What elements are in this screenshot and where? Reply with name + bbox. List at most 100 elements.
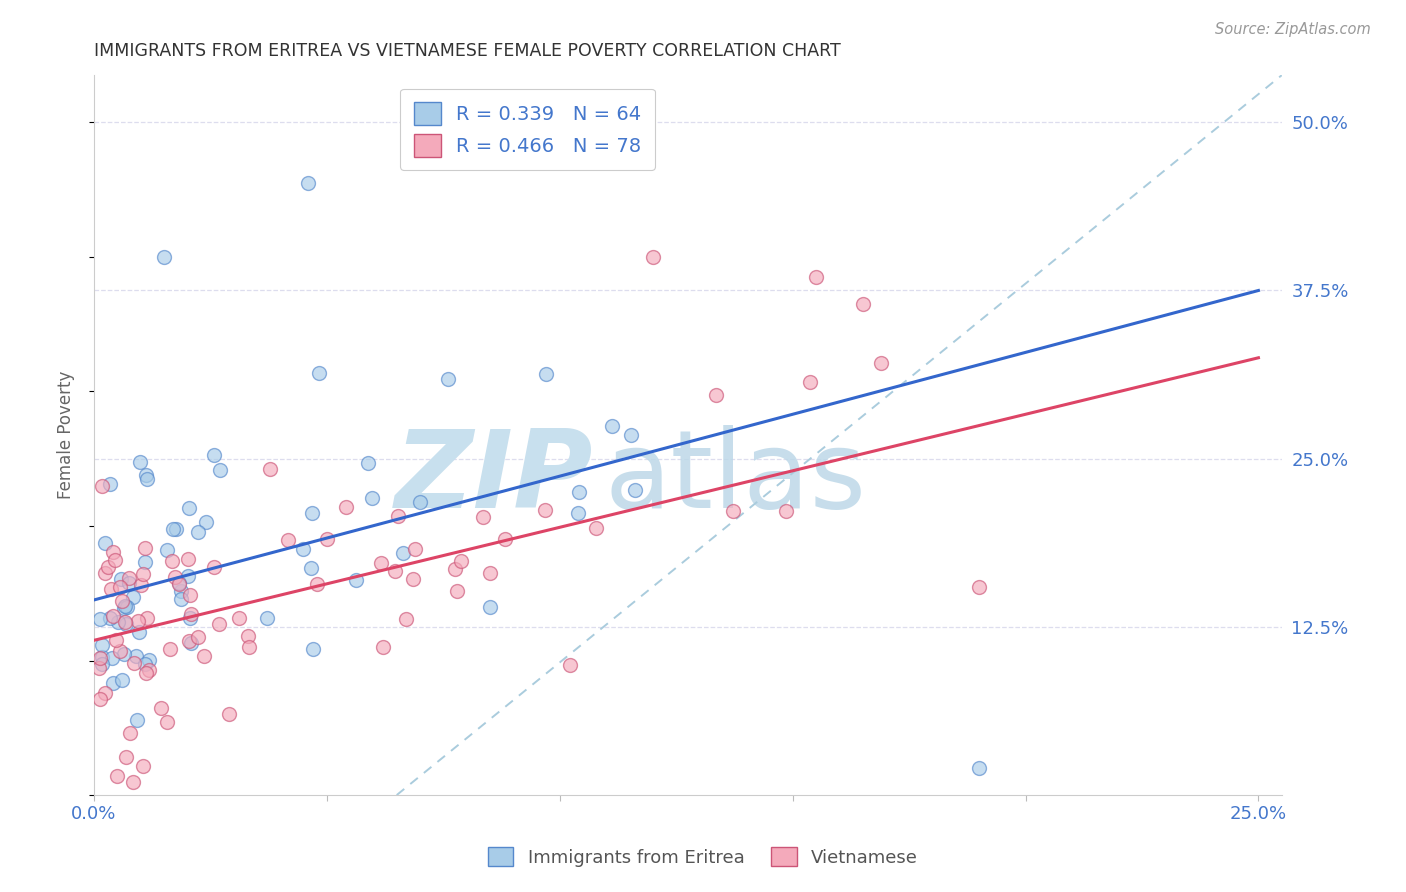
Point [193,649,215,664]
Point [115,750,138,764]
Point [444,562,467,576]
Point [104,632,127,647]
Point [112,647,135,661]
Point [187,630,209,644]
Point [446,583,468,598]
Point [409,494,432,508]
Point [115,617,138,632]
Point [299,560,322,574]
Point [315,533,337,547]
Point [450,554,472,568]
Point [112,600,135,615]
Point [256,611,278,625]
Point [111,594,134,608]
Point [534,368,557,382]
Point [799,375,821,389]
Point [100,477,122,491]
Point [101,608,124,623]
Point [228,611,250,625]
Point [357,456,380,470]
Point [138,663,160,677]
Point [124,648,146,663]
Point [179,588,201,602]
Point [165,522,187,536]
Point [478,566,501,580]
Point [169,592,191,607]
Point [111,673,134,687]
Point [132,758,155,772]
Point [177,569,200,583]
Point [706,388,728,402]
Point [534,502,557,516]
Point [494,532,516,546]
Point [136,472,159,486]
Point [179,611,201,625]
Point [180,607,202,621]
Point [94,566,117,581]
Point [91,657,114,671]
Point [110,572,132,586]
Point [302,641,325,656]
Point [391,546,413,560]
Point [870,356,893,370]
Point [91,649,114,664]
Point [118,575,141,590]
Point [91,478,114,492]
Point [135,666,157,681]
Point [558,658,581,673]
Point [723,504,745,518]
Point [967,761,990,775]
Point [115,599,138,614]
Point [159,641,181,656]
Legend: Immigrants from Eritrea, Vietnamese: Immigrants from Eritrea, Vietnamese [481,840,925,874]
Point [94,686,117,700]
Point [218,707,240,722]
Point [94,535,117,549]
Point [277,533,299,548]
Point [134,541,156,555]
Point [404,542,426,557]
Point [187,524,209,539]
Point [132,567,155,582]
Point [194,515,217,529]
Point [585,521,607,535]
Point [107,615,129,629]
Point [402,572,425,586]
Point [156,542,179,557]
Point [775,504,797,518]
Point [135,468,157,483]
Point [568,485,591,500]
Point [641,250,664,264]
Point [472,509,495,524]
Point [307,577,329,591]
Point [567,507,589,521]
Point [125,713,148,727]
Point [89,612,111,626]
Point [135,610,157,624]
Point [89,661,111,675]
Y-axis label: Female Poverty: Female Poverty [58,371,75,500]
Point [104,553,127,567]
Point [297,176,319,190]
Point [97,560,120,574]
Point [128,625,150,640]
Point [150,701,173,715]
Point [384,564,406,578]
Text: IMMIGRANTS FROM ERITREA VS VIETNAMESE FEMALE POVERTY CORRELATION CHART: IMMIGRANTS FROM ERITREA VS VIETNAMESE FE… [94,42,841,60]
Point [163,570,186,584]
Point [370,557,392,571]
Point [395,612,418,626]
Point [156,714,179,729]
Point [620,428,643,442]
Point [308,366,330,380]
Point [301,506,323,520]
Point [127,614,149,628]
Point [122,590,145,604]
Point [967,580,990,594]
Point [335,500,357,515]
Point [134,657,156,671]
Point [804,270,827,285]
Point [180,635,202,649]
Point [89,651,111,665]
Point [202,448,225,462]
